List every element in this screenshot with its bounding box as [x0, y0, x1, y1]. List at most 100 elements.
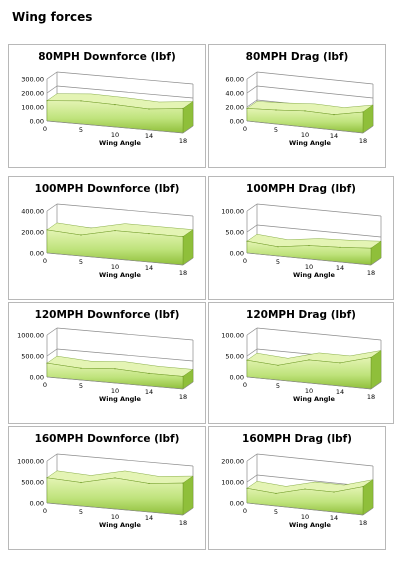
y-tick-label: 50.00: [225, 353, 244, 361]
gridline-side: [246, 71, 258, 80]
x-tick-label: 5: [276, 258, 280, 266]
x-tick-label: 10: [305, 263, 313, 271]
data-point: [304, 110, 306, 112]
gridline-side: [46, 348, 58, 357]
gridline: [256, 71, 374, 85]
floor-edge: [362, 125, 374, 134]
data-point: [362, 111, 364, 113]
x-axis-line: [246, 252, 372, 266]
gridline: [56, 453, 194, 467]
x-tick-label: 18: [179, 269, 187, 277]
data-point: [370, 247, 372, 249]
data-point: [182, 482, 184, 484]
chart-svg: 0.00 200.00 400.00 0 5 10 14 18 Wing Angle: [21, 203, 194, 279]
x-tick-label: 14: [336, 264, 344, 272]
chart-panel-120mph-drag: 120MPH Drag (lbf) 0.00 50.00 100.00 0 5 10 14 1…: [208, 302, 394, 424]
x-tick-label: 5: [274, 508, 278, 516]
floor-edge: [182, 125, 194, 134]
y-tick-label: 1000.00: [17, 332, 44, 340]
floor-edge: [182, 257, 194, 266]
gridline: [256, 327, 382, 341]
data-point: [182, 236, 184, 238]
y-tick-label: 100.00: [21, 104, 44, 112]
gridline: [256, 85, 374, 99]
x-tick-label: 18: [359, 519, 367, 527]
x-tick-label: 0: [243, 507, 247, 515]
gridline-side: [246, 474, 258, 483]
data-point: [80, 367, 82, 369]
chart-svg: 0.00 100.00 200.00 0 5 10 14 18 Wing Angle: [221, 453, 374, 529]
chart-panel-80mph-downforce: 80MPH Downforce (lbf) 0.00 100.00 200.00 30…: [8, 44, 206, 168]
chart-svg: 0.00 100.00 200.00 300.00 0 5 10 14 18 Wing Angle: [21, 71, 194, 147]
gridline-side: [46, 203, 58, 212]
x-tick-label: 10: [111, 387, 119, 395]
gridline-side: [246, 327, 258, 336]
data-point: [333, 114, 335, 116]
x-axis-line: [46, 120, 184, 134]
x-tick-label: 10: [111, 263, 119, 271]
data-point: [114, 368, 116, 370]
floor-edge: [370, 257, 382, 266]
x-axis-line: [46, 252, 184, 266]
data-point: [114, 477, 116, 479]
floor-edge: [370, 381, 382, 390]
data-point: [80, 481, 82, 484]
x-tick-label: 0: [43, 381, 47, 389]
chart-title: 80MPH Downforce (lbf): [38, 51, 176, 63]
gridline-side: [46, 453, 58, 462]
chart-panel-120mph-downforce: 120MPH Downforce (lbf) 0.00 500.00 1000.00…: [8, 302, 206, 424]
chart-panel-160mph-drag: 160MPH Drag (lbf) 0.00 100.00 200.00 0 5 10 14…: [208, 426, 386, 550]
data-point: [339, 246, 341, 248]
gridline: [56, 203, 194, 217]
area-front-face: [46, 477, 184, 516]
x-tick-label: 18: [179, 393, 187, 401]
data-point: [246, 240, 248, 242]
y-tick-label: 0.00: [30, 374, 44, 382]
chart-title: 120MPH Downforce (lbf): [34, 309, 180, 321]
floor-edge: [182, 381, 194, 390]
data-point: [148, 482, 150, 485]
x-tick-label: 5: [274, 126, 278, 134]
data-point: [148, 233, 150, 235]
chart-title: 160MPH Drag (lbf): [242, 433, 352, 445]
data-point: [114, 104, 116, 106]
chart-title: 80MPH Drag (lbf): [245, 51, 349, 63]
y-tick-label: 400.00: [21, 208, 44, 216]
data-point: [148, 372, 150, 374]
x-tick-label: 5: [79, 382, 83, 390]
y-tick-label: 200.00: [21, 229, 44, 237]
data-point: [370, 356, 372, 359]
x-tick-label: 18: [367, 393, 375, 401]
x-tick-label: 10: [301, 513, 309, 521]
data-point: [182, 107, 184, 110]
x-tick-label: 0: [243, 381, 247, 389]
x-tick-label: 18: [179, 519, 187, 527]
y-tick-label: 300.00: [21, 76, 44, 84]
data-point: [80, 234, 82, 236]
gridline-side: [246, 203, 258, 212]
y-tick-label: 40.00: [225, 90, 244, 98]
gridline-side: [46, 327, 58, 336]
data-point: [46, 362, 48, 364]
gridline: [256, 224, 382, 238]
y-tick-label: 0.00: [30, 500, 44, 508]
data-point: [275, 492, 277, 494]
x-tick-label: 10: [301, 131, 309, 139]
y-tick-label: 200.00: [221, 458, 244, 466]
gridline: [56, 85, 194, 99]
x-axis-label: Wing Angle: [99, 521, 141, 529]
data-point: [275, 109, 277, 111]
x-tick-label: 0: [243, 125, 247, 133]
chart-panel-100mph-downforce: 100MPH Downforce (lbf) 0.00 200.00 400.00 0…: [8, 176, 206, 300]
gridline: [256, 203, 382, 217]
data-point: [246, 487, 248, 489]
chart-title: 100MPH Drag (lbf): [246, 183, 356, 195]
chart-svg: 0.00 20.00 40.00 60.00 0 5 10 14 18 Wing Angle: [225, 71, 374, 147]
x-tick-label: 14: [145, 388, 153, 396]
x-axis-label: Wing Angle: [293, 395, 335, 403]
y-tick-label: 500.00: [21, 479, 44, 487]
x-axis-line: [46, 502, 184, 516]
chart-title: 120MPH Drag (lbf): [246, 309, 356, 321]
x-tick-label: 0: [43, 125, 47, 133]
gridline-side: [46, 71, 58, 80]
